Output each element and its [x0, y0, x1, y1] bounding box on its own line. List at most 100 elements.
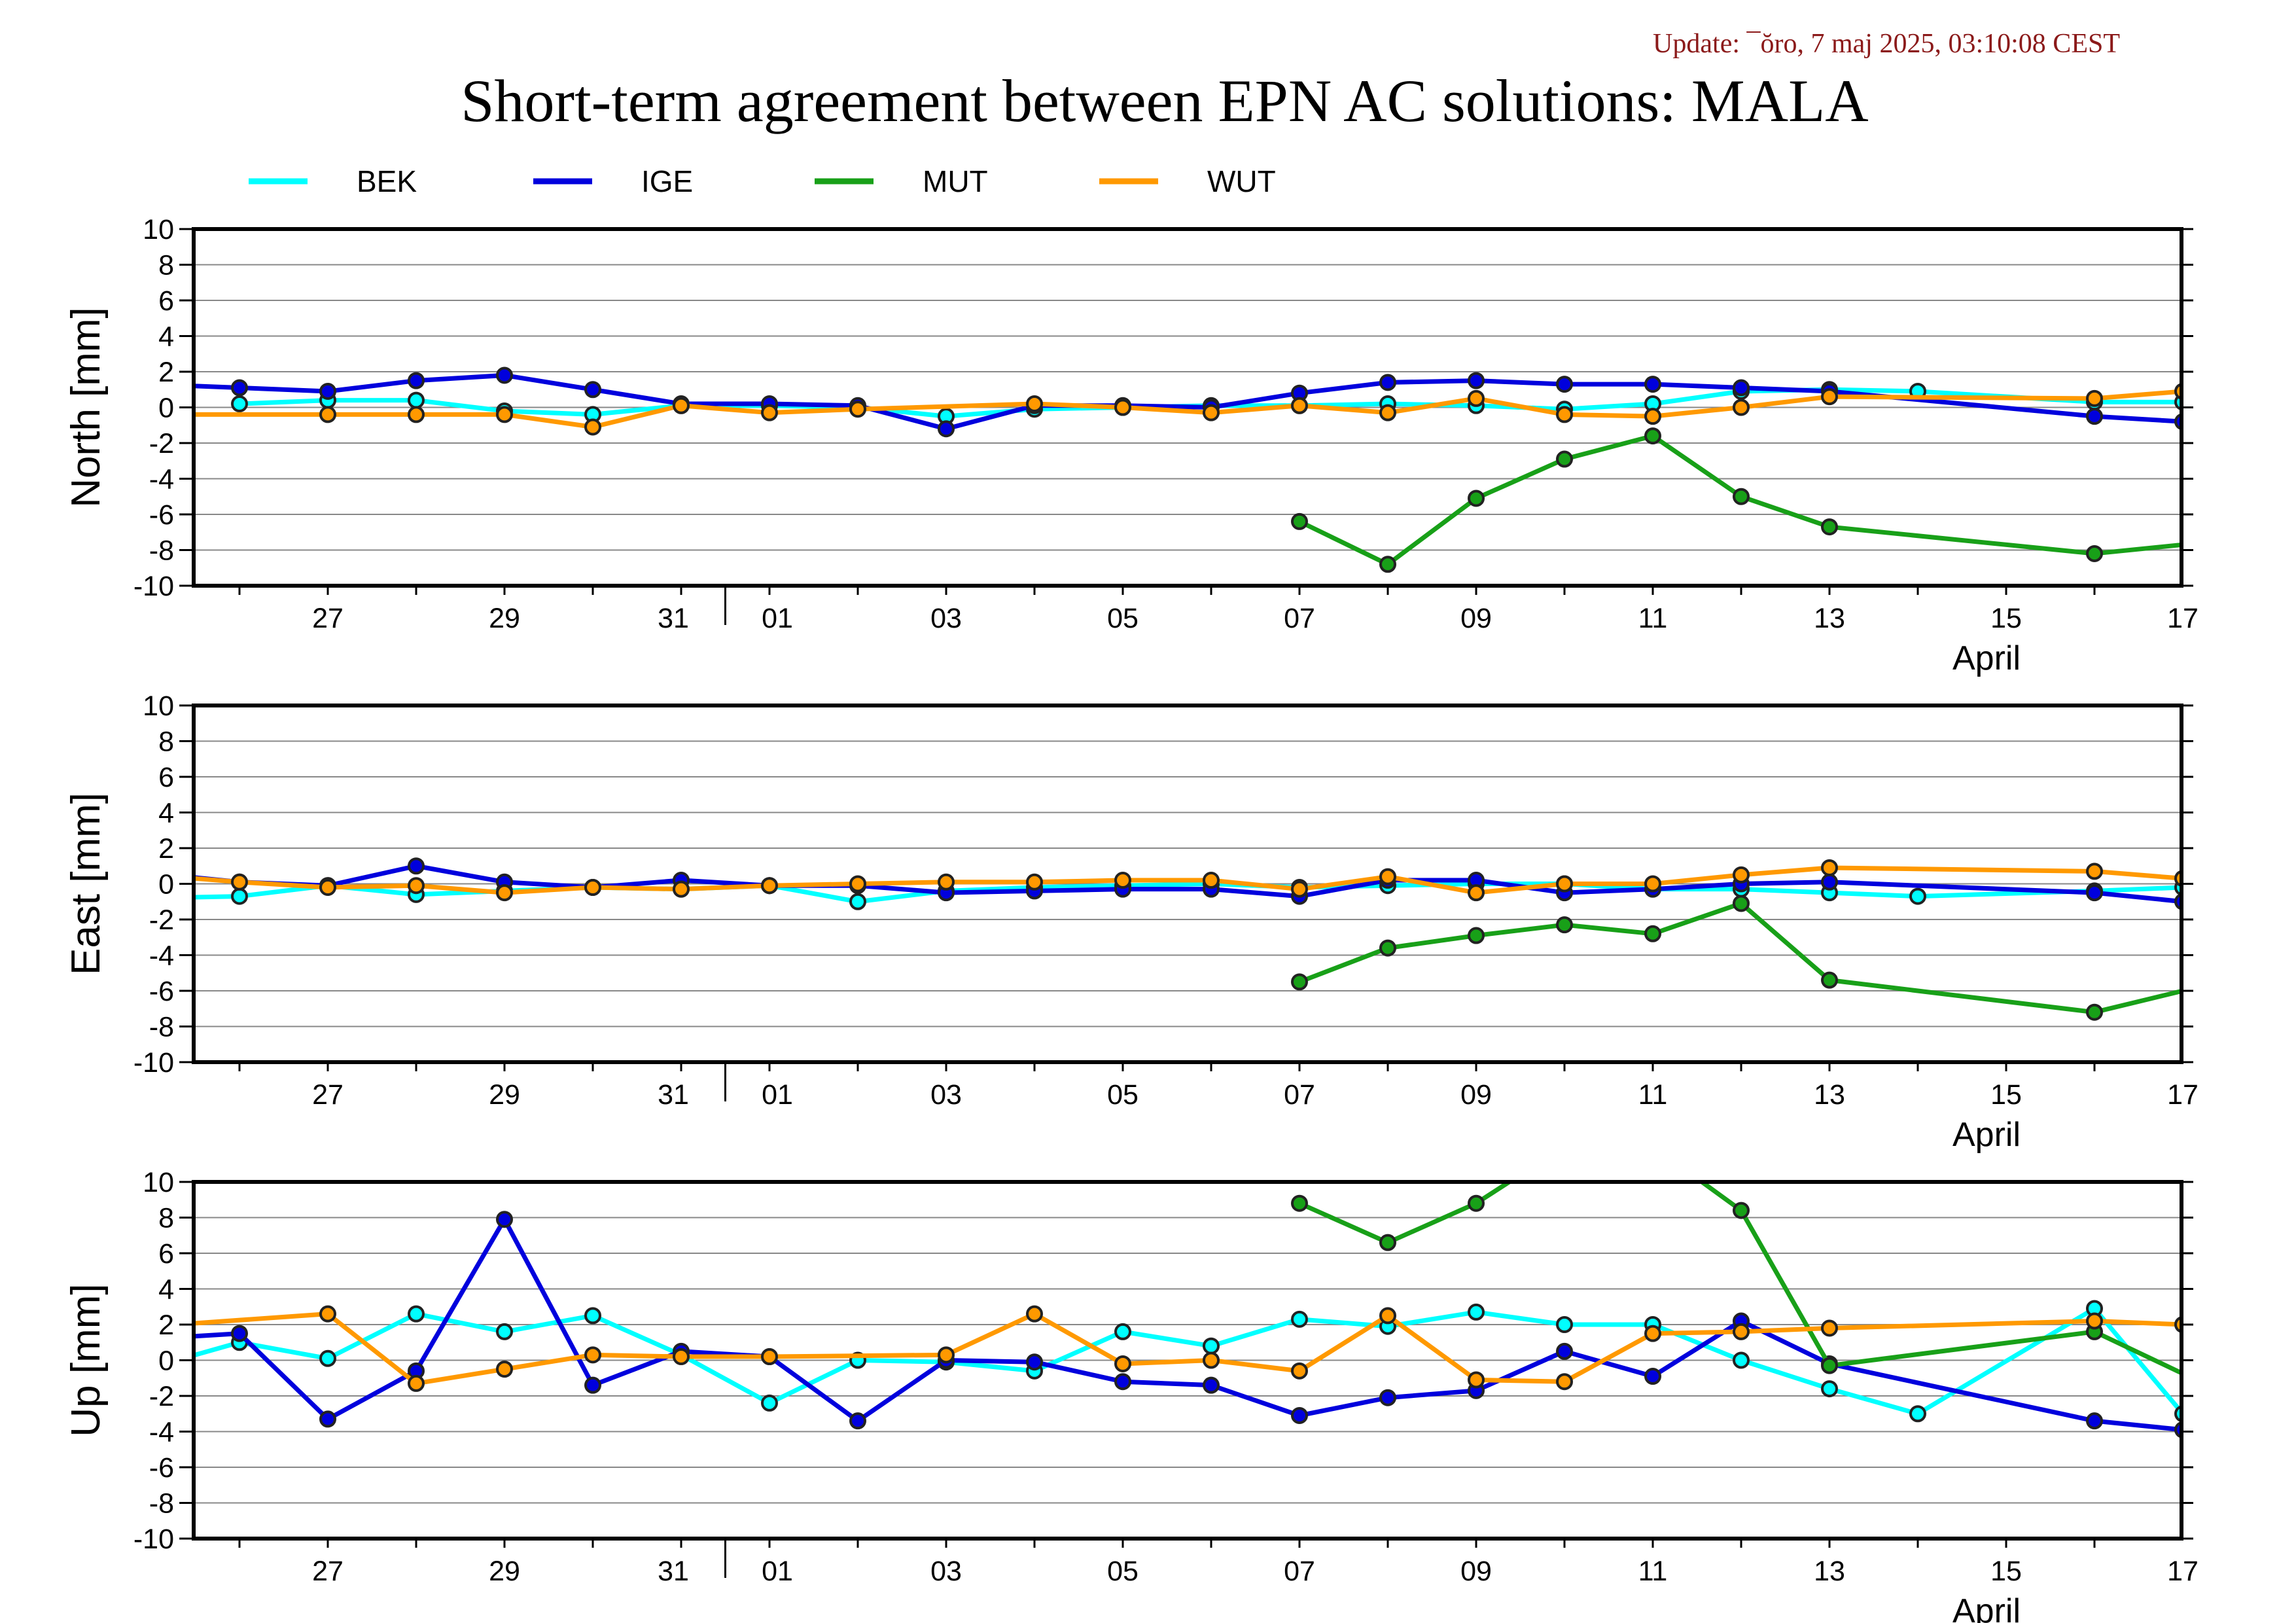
- data-point-ige: [144, 1332, 158, 1346]
- data-point-mut: [1644, 925, 1661, 942]
- data-point-mut: [1644, 427, 1661, 445]
- data-point-ige: [1114, 1373, 1131, 1391]
- y-tick-label: -4: [149, 1417, 174, 1448]
- data-point-wut: [496, 1361, 513, 1378]
- x-tick-label: 31: [658, 603, 689, 634]
- x-tick-label: 03: [930, 603, 962, 634]
- x-tick-label: 13: [1814, 1556, 1845, 1587]
- data-point-mut: [1379, 939, 1396, 957]
- data-point-ige: [1468, 372, 1485, 389]
- data-point-ige: [2086, 408, 2103, 425]
- data-point-ige: [496, 1211, 513, 1228]
- data-point-wut: [761, 404, 778, 421]
- data-point-bek: [496, 1323, 513, 1340]
- data-point-wut: [1644, 1325, 1661, 1342]
- data-point-wut: [673, 1348, 690, 1366]
- y-tick-label: 10: [143, 214, 174, 245]
- data-point-wut: [938, 873, 955, 891]
- panel-2: 10 8 6 4 2 0 -2 -4 -6 -8 -10 27 29 31 01 03 05 07 09 11 13 15…: [63, 1167, 2278, 1623]
- x-tick-label: 01: [762, 603, 793, 634]
- legend: BEK IGE MUT WUT: [249, 164, 1276, 198]
- data-point-mut: [1556, 450, 1573, 468]
- legend-item-ige: IGE: [533, 164, 693, 198]
- data-point-wut: [1468, 884, 1485, 902]
- x-tick-label: 13: [1814, 603, 1845, 634]
- x-tick-label: 29: [489, 1556, 520, 1587]
- series-mut: [1291, 895, 2278, 1021]
- data-point-ige: [231, 379, 248, 397]
- data-point-wut: [1556, 1373, 1573, 1391]
- data-point-mut: [1291, 1194, 1308, 1212]
- data-point-wut: [1821, 1319, 1838, 1337]
- data-point-wut: [1556, 406, 1573, 423]
- data-point-ige: [1203, 1376, 1220, 1394]
- x-tick-label: 03: [930, 1556, 962, 1587]
- data-point-mut: [1468, 1194, 1485, 1212]
- y-tick-label: 2: [158, 1310, 174, 1341]
- x-tick-label: 03: [930, 1079, 962, 1111]
- data-point-ige: [1026, 1353, 1043, 1371]
- data-point-ige: [144, 377, 158, 391]
- data-point-wut: [408, 877, 425, 895]
- legend-item-wut: WUT: [1099, 164, 1276, 198]
- x-tick-label: 09: [1460, 1556, 1492, 1587]
- data-point-wut: [761, 1348, 778, 1366]
- data-point-ige: [408, 372, 425, 389]
- data-point-ige: [1821, 873, 1838, 891]
- x-tick-label: 07: [1284, 1556, 1315, 1587]
- data-point-wut: [1468, 389, 1485, 407]
- data-point-wut: [849, 875, 866, 893]
- data-point-ige: [2086, 1412, 2103, 1430]
- x-tick-label: 31: [658, 1079, 689, 1111]
- data-point-ige: [2086, 884, 2103, 902]
- data-point-bek: [1821, 1380, 1838, 1398]
- y-tick-label: 0: [158, 393, 174, 424]
- y-tick-label: -4: [149, 464, 174, 495]
- data-point-wut: [1644, 408, 1661, 425]
- legend-item-bek: BEK: [249, 164, 417, 198]
- y-axis-label: Up [mm]: [63, 1283, 109, 1436]
- data-point-mut: [1556, 916, 1573, 934]
- month-label: April: [1952, 639, 2021, 677]
- data-point-wut: [496, 406, 513, 423]
- y-tick-label: -8: [149, 1012, 174, 1043]
- data-point-wut: [584, 878, 601, 896]
- y-tick-label: 0: [158, 1346, 174, 1377]
- data-point-wut: [1026, 395, 1043, 413]
- y-tick-label: 10: [143, 690, 174, 722]
- data-point-wut: [1114, 1355, 1131, 1372]
- series-line-wut: [194, 1311, 2181, 1386]
- series-ige: [144, 366, 2181, 438]
- legend-label: IGE: [641, 164, 693, 198]
- data-point-mut: [1291, 512, 1308, 530]
- y-tick-label: -6: [149, 976, 174, 1007]
- data-point-wut: [1114, 399, 1131, 416]
- y-tick-label: 6: [158, 285, 174, 317]
- x-tick-label: 01: [762, 1556, 793, 1587]
- y-tick-label: 0: [158, 869, 174, 901]
- data-point-wut: [1733, 1323, 1750, 1340]
- data-point-wut: [496, 884, 513, 902]
- y-tick-label: -2: [149, 428, 174, 459]
- data-point-bek: [1909, 887, 1926, 905]
- data-point-bek: [1203, 1337, 1220, 1355]
- data-point-wut: [2086, 863, 2103, 880]
- data-point-bek: [1291, 1310, 1308, 1328]
- data-point-mut: [2264, 1408, 2278, 1423]
- x-tick-label: 31: [658, 1556, 689, 1587]
- data-point-wut: [144, 1319, 158, 1334]
- data-point-wut: [938, 1346, 955, 1364]
- series-line-ige: [194, 372, 2181, 431]
- data-point-ige: [231, 1325, 248, 1342]
- data-point-wut: [319, 878, 336, 896]
- data-point-bek: [1114, 1323, 1131, 1340]
- x-tick-label: 13: [1814, 1079, 1845, 1111]
- x-tick-label: 15: [1990, 1079, 2022, 1111]
- x-tick-label: 17: [2167, 603, 2199, 634]
- update-timestamp: Update: ¯ŏro, 7 maj 2025, 03:10:08 CEST: [1653, 29, 2120, 59]
- data-point-mut: [2264, 962, 2278, 976]
- data-point-ige: [408, 857, 425, 875]
- data-point-ige: [319, 1410, 336, 1428]
